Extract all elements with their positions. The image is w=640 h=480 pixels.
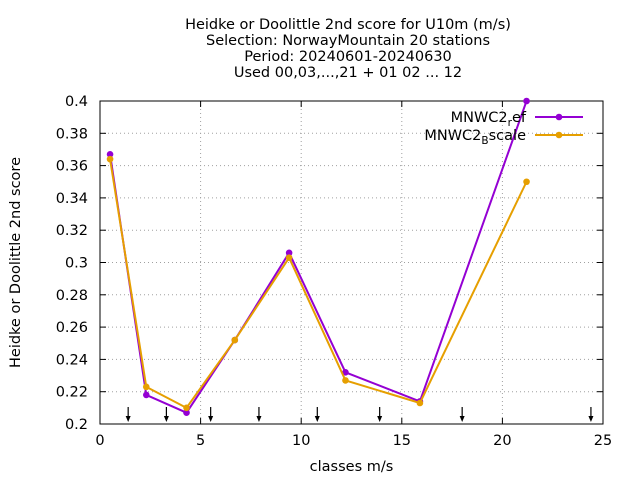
class-boundary-arrow [208, 407, 214, 422]
legend-entry: MNWC2Bscale [424, 128, 583, 147]
x-tick-label: 20 [493, 433, 511, 449]
chart-title: Heidke or Doolittle 2nd score for U10m (… [185, 17, 511, 81]
data-point [523, 97, 530, 105]
arrow-head [377, 416, 383, 422]
series-line [109, 100, 528, 414]
legend-entry: MNWC2ref [451, 110, 583, 129]
data-point [285, 249, 293, 257]
data-point [285, 254, 293, 261]
data-point [106, 155, 114, 163]
legend-label-rest: scale [489, 128, 526, 144]
legend-label-main: MNWC2 [424, 128, 481, 144]
data-point [342, 377, 349, 384]
data-point [416, 399, 424, 407]
class-boundary-arrow [314, 407, 320, 422]
arrow-head [163, 416, 169, 422]
y-tick-label: 0.32 [56, 223, 88, 239]
class-boundary-arrow [256, 407, 262, 422]
class-boundary-arrow [377, 407, 383, 422]
y-tick-label: 0.3 [65, 256, 88, 272]
legend-label-subscript: r [508, 117, 513, 129]
legend-label-subscript: B [481, 135, 488, 147]
data-point [183, 409, 190, 416]
y-tick-label: 0.38 [56, 126, 88, 142]
legend-swatch-marker [555, 131, 563, 139]
arrow-head [125, 416, 131, 422]
data-point [183, 404, 190, 412]
y-tick-label: 0.24 [56, 352, 88, 368]
y-axis-label: Heidke or Doolittle 2nd score [8, 157, 24, 368]
x-tick-label: 10 [292, 433, 310, 449]
arrow-head [208, 416, 214, 422]
data-point [231, 336, 239, 344]
legend-label: MNWC2ref [451, 110, 527, 129]
legend-label-main: MNWC2 [451, 110, 508, 126]
legend-label-rest: ef [512, 110, 527, 126]
title-line: Period: 20240601-20240630 [244, 49, 452, 65]
series-MNWC2_ref [106, 97, 530, 416]
title-line: Selection: NorwayMountain 20 stations [206, 33, 490, 49]
data-point [106, 150, 114, 158]
series [106, 97, 530, 416]
legend-swatch-marker [555, 113, 563, 121]
data-point [342, 369, 349, 376]
data-point [142, 383, 150, 391]
legend-label: MNWC2Bscale [424, 128, 526, 147]
y-tick-label: 0.28 [56, 288, 88, 304]
arrow-head [459, 416, 465, 422]
arrow-head [256, 416, 262, 422]
class-boundary-arrows [125, 407, 594, 422]
data-point [523, 178, 530, 186]
x-tick-label: 0 [95, 433, 104, 449]
y-tick-label: 0.22 [56, 385, 88, 401]
y-axis-ticks: 0.2 0.22 0.24 0.26 0.28 0.3 0.32 0.34 0.36 0.38 0.… [56, 94, 603, 433]
title-line: Heidke or Doolittle 2nd score for U10m (… [185, 17, 511, 33]
y-tick-label: 0.26 [56, 320, 88, 336]
class-boundary-arrow [459, 407, 465, 422]
series-MNWC2_Bscale [106, 155, 530, 412]
class-boundary-arrow [163, 407, 169, 422]
title-line: Used 00,03,...,21 + 01 02 ... 12 [234, 65, 462, 81]
y-tick-label: 0.34 [56, 191, 88, 207]
y-tick-label: 0.4 [65, 94, 88, 110]
arrow-head [588, 416, 594, 422]
x-axis-ticks: 0 5 10 15 20 25 [95, 101, 612, 449]
class-boundary-arrow [588, 407, 594, 422]
x-tick-label: 25 [594, 433, 612, 449]
y-tick-label: 0.2 [65, 417, 88, 433]
arrow-head [314, 416, 320, 422]
series-line [109, 158, 528, 410]
data-point [142, 391, 150, 399]
x-axis-label: classes m/s [310, 459, 394, 475]
x-tick-label: 5 [196, 433, 205, 449]
class-boundary-arrow [125, 407, 131, 422]
x-tick-label: 15 [393, 433, 411, 449]
y-tick-label: 0.36 [56, 159, 88, 175]
